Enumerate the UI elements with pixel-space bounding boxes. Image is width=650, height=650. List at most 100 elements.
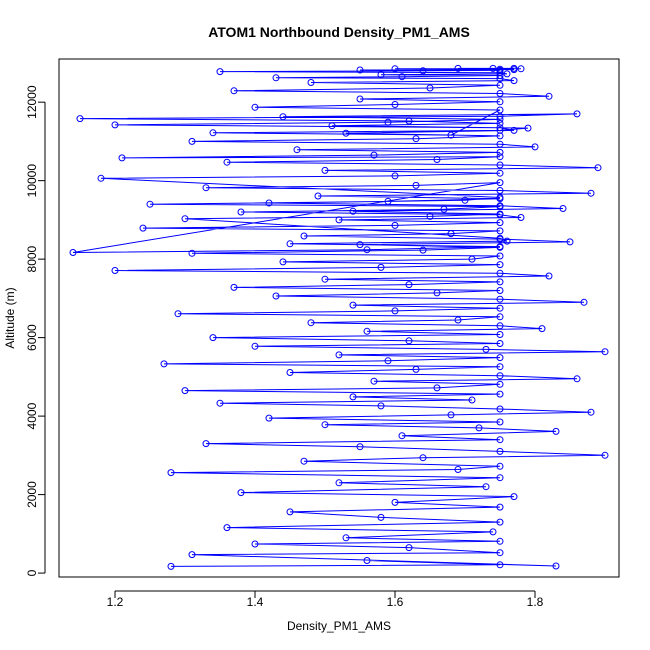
data-point: [447, 131, 455, 139]
data-point: [111, 267, 119, 274]
data-point: [188, 249, 196, 257]
data-point: [496, 380, 504, 388]
data-point: [384, 118, 392, 126]
data-point: [398, 432, 406, 440]
data-point: [496, 202, 504, 210]
data-point: [433, 384, 441, 392]
data-point: [496, 252, 504, 260]
data-point: [510, 126, 518, 134]
y-tick-label: 0: [25, 569, 39, 576]
data-point: [545, 92, 553, 100]
data-point: [433, 156, 441, 163]
data-point: [265, 199, 273, 207]
data-point: [384, 197, 392, 205]
data-point: [496, 354, 504, 362]
data-point: [496, 561, 504, 569]
data-point: [496, 518, 504, 526]
data-point: [496, 549, 504, 557]
data-point: [237, 489, 245, 497]
x-tick-label: 1.8: [527, 595, 544, 609]
data-point: [496, 295, 504, 303]
data-point: [412, 135, 420, 143]
data-point: [349, 393, 357, 401]
data-point: [307, 319, 315, 327]
data-point: [300, 457, 308, 465]
data-point: [335, 216, 343, 224]
data-point: [496, 210, 504, 218]
data-point: [496, 227, 504, 235]
data-point: [496, 98, 504, 106]
data-point: [223, 158, 231, 166]
data-point: [573, 110, 581, 118]
data-point: [405, 117, 413, 125]
data-point: [391, 307, 399, 315]
data-point: [363, 246, 371, 254]
data-point: [475, 424, 483, 432]
data-point: [482, 345, 490, 353]
data-point: [496, 126, 504, 134]
data-point: [76, 115, 84, 123]
data-point: [251, 103, 259, 111]
data-point: [69, 249, 77, 256]
data-point: [496, 436, 504, 444]
data-point: [426, 84, 434, 92]
data-point: [517, 65, 525, 73]
data-point: [496, 219, 504, 227]
data-point: [496, 390, 504, 398]
data-point: [468, 255, 476, 263]
data-point: [496, 261, 504, 269]
data-point: [216, 399, 224, 407]
data-point: [601, 348, 609, 356]
data-point: [377, 513, 385, 521]
plot-frame: [58, 58, 620, 578]
data-point: [517, 214, 525, 221]
data-point: [370, 151, 378, 159]
data-point: [496, 234, 504, 242]
data-point: [405, 544, 413, 552]
data-point: [573, 375, 581, 383]
data-point: [181, 387, 189, 395]
data-point: [461, 196, 469, 204]
data-point: [496, 153, 504, 161]
y-tick-label: 10000: [25, 164, 39, 198]
data-point: [398, 73, 406, 81]
data-point: [202, 184, 210, 192]
data-point: [335, 351, 343, 359]
x-axis-label: Density_PM1_AMS: [287, 619, 391, 633]
data-point: [510, 77, 518, 85]
data-point: [496, 340, 504, 347]
data-point: [496, 278, 504, 286]
data-point: [496, 124, 504, 132]
data-point: [202, 440, 210, 448]
data-point: [111, 121, 119, 129]
data-point: [391, 498, 399, 506]
data-point: [496, 269, 504, 277]
x-tick-label: 1.2: [107, 595, 124, 609]
data-point: [503, 237, 511, 245]
data-point: [496, 148, 504, 156]
data-point: [174, 310, 182, 318]
y-tick-label: 6000: [25, 324, 39, 351]
data-point: [286, 369, 294, 376]
data-point: [538, 325, 546, 333]
data-point: [419, 454, 427, 462]
y-tick-label: 12000: [25, 85, 39, 119]
data-point: [223, 524, 231, 532]
data-point: [496, 322, 504, 330]
data-point: [496, 418, 504, 426]
data-point: [405, 337, 413, 345]
x-tick-label: 1.6: [387, 595, 404, 609]
data-point: [391, 172, 399, 180]
data-point: [496, 537, 504, 545]
data-point: [342, 129, 350, 137]
data-point: [412, 365, 420, 373]
data-point: [496, 119, 504, 127]
data-point: [496, 187, 504, 194]
data-point: [391, 101, 399, 108]
data-point: [433, 289, 441, 297]
data-point: [496, 115, 504, 123]
data-point: [496, 194, 504, 201]
data-point: [419, 67, 427, 75]
data-point: [363, 557, 371, 564]
data-point: [496, 304, 504, 312]
